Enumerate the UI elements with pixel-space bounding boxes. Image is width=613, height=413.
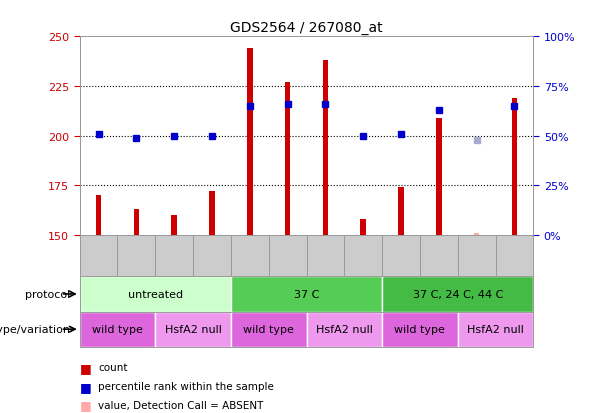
Text: value, Detection Call = ABSENT: value, Detection Call = ABSENT bbox=[98, 400, 264, 410]
Bar bbox=[382, 277, 533, 312]
Bar bbox=[458, 312, 533, 347]
Text: wild type: wild type bbox=[92, 324, 143, 335]
Bar bbox=[360, 220, 366, 235]
Text: 37 C, 24 C, 44 C: 37 C, 24 C, 44 C bbox=[413, 289, 503, 299]
Text: untreated: untreated bbox=[128, 289, 183, 299]
Bar bbox=[96, 196, 101, 235]
Bar bbox=[436, 119, 441, 235]
Title: GDS2564 / 267080_at: GDS2564 / 267080_at bbox=[230, 21, 383, 35]
Text: wild type: wild type bbox=[395, 324, 445, 335]
Bar bbox=[80, 277, 231, 312]
Text: genotype/variation: genotype/variation bbox=[0, 324, 74, 335]
Bar bbox=[134, 210, 139, 235]
Bar bbox=[322, 61, 328, 235]
Bar bbox=[474, 233, 479, 235]
Text: 37 C: 37 C bbox=[294, 289, 319, 299]
Text: wild type: wild type bbox=[243, 324, 294, 335]
Bar bbox=[172, 216, 177, 235]
Bar bbox=[231, 277, 382, 312]
Bar bbox=[209, 192, 215, 235]
Text: count: count bbox=[98, 363, 128, 373]
Bar bbox=[512, 99, 517, 235]
Text: HsfA2 null: HsfA2 null bbox=[316, 324, 373, 335]
Bar bbox=[231, 312, 306, 347]
Text: ■: ■ bbox=[80, 380, 91, 393]
Text: HsfA2 null: HsfA2 null bbox=[165, 324, 221, 335]
Bar bbox=[247, 49, 253, 235]
Text: percentile rank within the sample: percentile rank within the sample bbox=[98, 381, 274, 391]
Text: ■: ■ bbox=[80, 398, 91, 411]
Bar bbox=[155, 312, 231, 347]
Text: protocol: protocol bbox=[25, 289, 74, 299]
Bar bbox=[382, 312, 458, 347]
Bar bbox=[285, 83, 291, 235]
Text: ■: ■ bbox=[80, 361, 91, 374]
Bar bbox=[80, 312, 155, 347]
Text: HsfA2 null: HsfA2 null bbox=[467, 324, 524, 335]
Bar bbox=[398, 188, 404, 235]
Bar bbox=[306, 312, 382, 347]
